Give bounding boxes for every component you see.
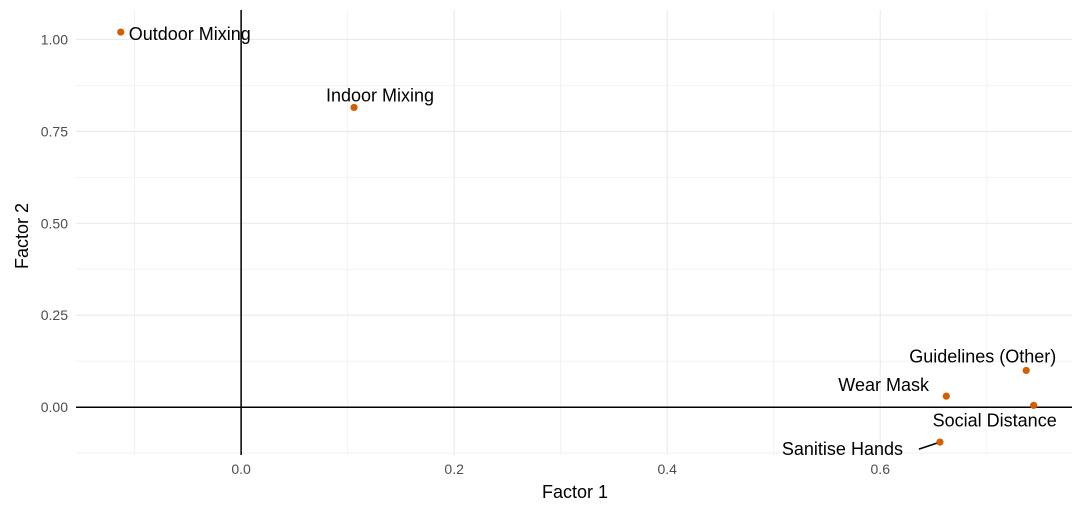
grid-minor <box>76 10 1072 455</box>
y-tick-label: 0.75 <box>41 123 68 139</box>
data-point-group: Social Distance <box>933 401 1057 430</box>
y-axis-title: Factor 2 <box>12 203 32 269</box>
data-point <box>350 103 358 112</box>
x-tick-labels: 0.0 0.2 0.4 0.6 <box>231 461 890 477</box>
data-points: Outdoor Mixing Indoor Mixing Guidelines (O… <box>117 24 1057 459</box>
x-tick-label: 0.0 <box>231 461 251 477</box>
label-leader-line <box>918 442 938 450</box>
data-point-label: Indoor Mixing <box>326 85 434 105</box>
data-point-group: Guidelines (Other) <box>909 346 1056 375</box>
data-point <box>942 392 950 400</box>
data-point-label: Sanitise Hands <box>782 439 903 459</box>
data-point-label: Outdoor Mixing <box>129 24 251 44</box>
data-point-label: Wear Mask <box>838 375 930 395</box>
data-point-label: Social Distance <box>933 410 1057 430</box>
y-tick-label: 1.00 <box>41 31 68 47</box>
data-point <box>117 28 125 36</box>
data-point <box>1030 401 1038 409</box>
x-tick-label: 0.6 <box>871 461 891 477</box>
data-point <box>936 438 944 446</box>
x-tick-label: 0.2 <box>444 461 464 477</box>
y-tick-labels: 0.00 0.25 0.50 0.75 1.00 <box>41 31 68 415</box>
data-point-group: Outdoor Mixing <box>117 24 251 44</box>
data-point <box>1022 366 1030 375</box>
x-tick-label: 0.4 <box>657 461 677 477</box>
data-point-group: Wear Mask <box>838 375 950 400</box>
data-point-group: Sanitise Hands <box>782 438 944 459</box>
x-axis-title: Factor 1 <box>542 482 608 502</box>
data-point-label: Guidelines (Other) <box>909 346 1056 366</box>
y-tick-label: 0.00 <box>41 399 68 415</box>
reference-lines <box>76 10 1072 455</box>
data-point-group: Indoor Mixing <box>326 85 434 112</box>
y-tick-label: 0.25 <box>41 307 68 323</box>
y-tick-label: 0.50 <box>41 215 68 231</box>
